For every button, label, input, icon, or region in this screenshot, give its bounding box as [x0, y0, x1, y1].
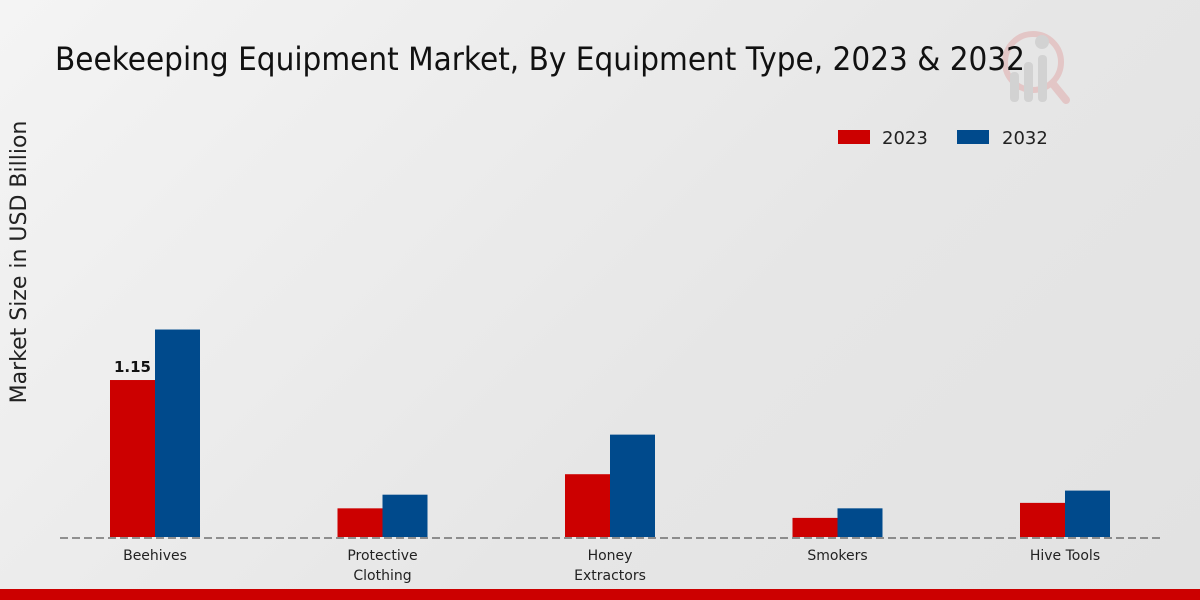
x-tick-label: Protective Clothing	[347, 548, 417, 584]
bar-2023-beehives	[110, 380, 155, 537]
bar-2023-hive-tools	[1020, 502, 1065, 537]
legend-label-2032: 2032	[1002, 128, 1048, 149]
bar-2032-beehives	[155, 329, 200, 537]
bar-2023-smokers	[792, 517, 838, 537]
legend: 2023 2032	[838, 128, 1048, 149]
legend-label-2023: 2023	[882, 128, 928, 149]
legend-swatch-2023	[838, 130, 870, 144]
logo-watermark	[1002, 31, 1070, 104]
footer-accent-bar	[0, 589, 1200, 600]
bar-2032-smokers	[837, 508, 883, 537]
x-tick-label: Smokers	[807, 548, 867, 564]
chart-title: Beekeeping Equipment Market, By Equipmen…	[55, 40, 1025, 78]
bar-2032-hive-tools	[1065, 490, 1110, 537]
x-tick-label: Beehives	[123, 548, 187, 564]
data-label: 1.15	[114, 358, 151, 376]
bar-2032-protective-clothing	[382, 494, 428, 537]
x-tick-label: Hive Tools	[1030, 548, 1100, 564]
y-axis-label: Market Size in USD Billion	[7, 121, 32, 404]
bar-2023-honey-extractors	[565, 474, 610, 537]
legend-swatch-2032	[957, 130, 989, 144]
x-tick-label: Honey Extractors	[574, 548, 646, 584]
bar-2032-honey-extractors	[610, 434, 655, 537]
bar-2023-protective-clothing	[337, 508, 383, 537]
